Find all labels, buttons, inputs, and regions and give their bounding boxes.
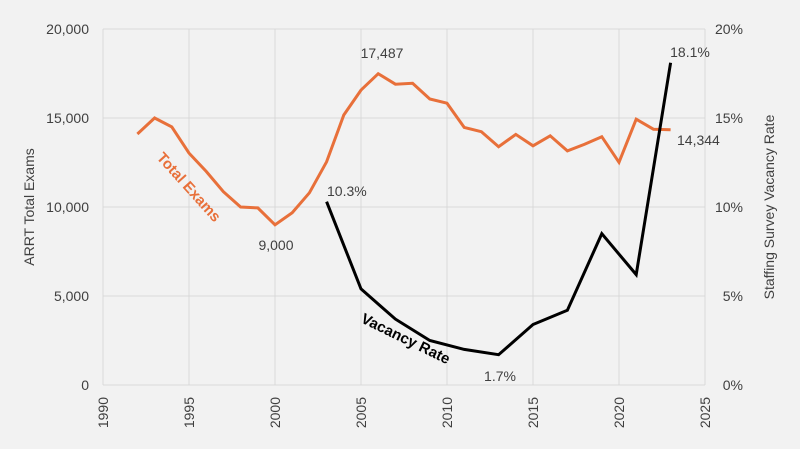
x-tick-label: 1990 [95, 397, 111, 428]
y2-tick-label: 20% [715, 21, 743, 37]
y2-tick-label: 5% [723, 288, 743, 304]
label-exams-max: 17,487 [361, 45, 404, 61]
y-tick-label: 20,000 [46, 21, 89, 37]
label-vacancy-first: 10.3% [327, 183, 367, 199]
x-tick-label: 1995 [181, 397, 197, 428]
label-exams-min: 9,000 [258, 237, 293, 253]
y2-axis-label: Staffing Survey Vacancy Rate [761, 114, 777, 299]
y-tick-label: 5,000 [54, 288, 89, 304]
y2-tick-label: 15% [715, 110, 743, 126]
series-label-vacancy-rate: Vacancy Rate [358, 310, 452, 368]
label-vacancy-min: 1.7% [484, 368, 516, 384]
y-tick-label: 15,000 [46, 110, 89, 126]
y-tick-label: 0 [81, 377, 89, 393]
x-tick-label: 2010 [439, 397, 455, 428]
x-tick-label: 2020 [611, 397, 627, 428]
y-tick-label: 10,000 [46, 199, 89, 215]
label-vacancy-last: 18.1% [670, 44, 710, 60]
label-exams-last: 14,344 [677, 132, 720, 148]
y2-tick-label: 10% [715, 199, 743, 215]
y2-tick-label: 0% [723, 377, 743, 393]
x-tick-label: 2025 [697, 397, 713, 428]
x-tick-label: 2005 [353, 397, 369, 428]
y-axis-label: ARRT Total Exams [21, 148, 37, 266]
total-exams-line [137, 74, 670, 225]
x-tick-label: 2015 [525, 397, 541, 428]
x-tick-label: 2000 [267, 397, 283, 428]
